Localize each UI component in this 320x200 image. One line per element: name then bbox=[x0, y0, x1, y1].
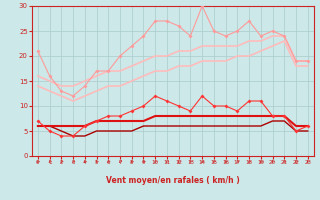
X-axis label: Vent moyen/en rafales ( km/h ): Vent moyen/en rafales ( km/h ) bbox=[106, 176, 240, 185]
